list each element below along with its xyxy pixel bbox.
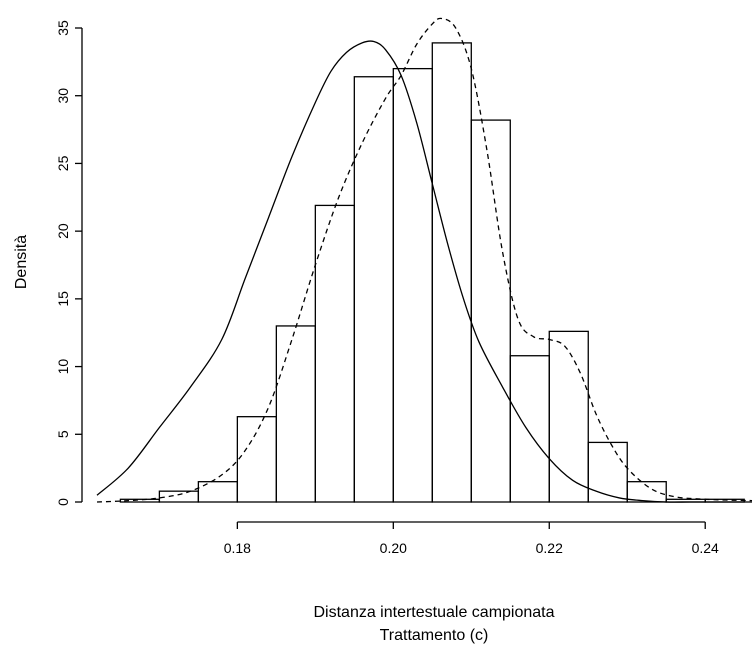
y-tick-label-3: 15 (55, 291, 71, 307)
y-axis: 0 5 10 15 20 25 30 35 (55, 20, 83, 506)
histogram-bar-5 (314, 204, 355, 503)
histogram-bar-12 (587, 441, 628, 503)
y-tick-label-5: 25 (55, 155, 71, 171)
x-tick-label-1: 0.20 (380, 540, 407, 556)
histogram-bar-6 (353, 76, 394, 503)
y-tick-label-0: 0 (55, 498, 71, 506)
y-tick-label-2: 10 (55, 359, 71, 375)
y-tick-label-6: 30 (55, 88, 71, 104)
histogram-bar-11 (548, 330, 589, 503)
histogram-bar-10 (509, 355, 550, 503)
dashed-density-curve (96, 17, 753, 503)
x-tick-label-2: 0.22 (536, 540, 563, 556)
x-axis: 0.18 0.20 0.22 0.24 (224, 521, 719, 556)
histogram-bar-8 (431, 42, 472, 503)
histogram-bar-7 (392, 67, 433, 503)
y-tick-label-1: 5 (55, 430, 71, 438)
y-tick-label-4: 20 (55, 223, 71, 239)
histogram-bar-1 (158, 490, 200, 503)
histogram-bar-3 (236, 416, 277, 503)
histogram-bar-4 (275, 325, 316, 503)
x-axis-title-line2: Trattamento (c) (380, 627, 489, 644)
y-axis-title: Densità (13, 235, 30, 289)
x-tick-label-3: 0.24 (692, 540, 719, 556)
x-axis-title: Distanza intertestuale campionata (313, 604, 554, 621)
histogram-bar-13 (626, 481, 667, 503)
y-tick-label-7: 35 (55, 20, 71, 36)
density-curves (96, 17, 753, 503)
histogram-bar-9 (470, 119, 511, 503)
solid-density-curve (96, 40, 752, 503)
histogram-bars (119, 42, 745, 503)
x-tick-label-0: 0.18 (224, 540, 251, 556)
